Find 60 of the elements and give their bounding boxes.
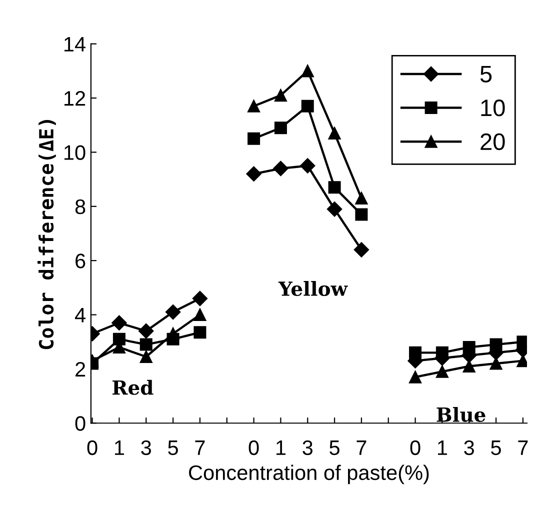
point	[462, 341, 476, 354]
x-tick-label: 0	[410, 440, 420, 456]
x-tick-label: 3	[302, 440, 312, 456]
point	[300, 158, 316, 174]
point	[192, 290, 208, 306]
x-tick-label: 7	[195, 440, 205, 455]
point	[490, 338, 502, 351]
x-tick-label: 5	[168, 440, 178, 456]
point	[112, 315, 127, 330]
x-tick-label: 1	[276, 440, 286, 455]
y-tick-label: 0	[75, 416, 86, 431]
y-tick-label: 10	[64, 145, 86, 160]
point	[301, 64, 314, 78]
x-tick-label: 0	[248, 440, 259, 456]
legend-label: 10	[481, 100, 505, 116]
point	[355, 192, 368, 205]
point	[140, 338, 152, 351]
point	[194, 326, 206, 339]
annotation: Blue	[436, 406, 486, 422]
point	[274, 122, 287, 134]
x-axis-title: Concentration of paste(%)	[189, 464, 429, 484]
point	[165, 304, 181, 320]
x-tick-label: 7	[518, 440, 528, 455]
point	[326, 202, 342, 217]
x-tick-label: 1	[438, 440, 447, 455]
point	[138, 323, 154, 339]
point	[354, 242, 370, 258]
y-tick-label: 12	[64, 91, 86, 106]
x-tick-label: 1	[115, 440, 124, 455]
x-tick-label: 3	[141, 440, 152, 456]
point	[194, 308, 206, 322]
point	[409, 346, 422, 359]
x-tick-label: 5	[491, 440, 501, 456]
x-tick-label: 0	[87, 440, 98, 456]
point	[436, 365, 448, 378]
point	[246, 166, 262, 182]
point	[328, 181, 341, 194]
y-tick-label: 4	[74, 308, 86, 322]
point	[301, 100, 314, 112]
point	[140, 350, 152, 363]
point	[273, 160, 288, 176]
point	[409, 370, 422, 384]
legend-label: 5	[480, 66, 492, 82]
y-tick-label: 14	[64, 37, 86, 52]
point	[274, 89, 287, 102]
y-axis-title: Color difference(ΔE)	[38, 120, 56, 350]
x-tick-label: 7	[356, 440, 366, 455]
x-tick-label: 5	[330, 440, 340, 456]
x-tick-label: 3	[464, 440, 474, 456]
y-tick-label: 6	[76, 254, 86, 268]
y-tick-label: 2	[76, 362, 86, 376]
point	[248, 100, 260, 112]
point	[355, 208, 368, 221]
annotation: Red	[112, 380, 154, 395]
y-tick-label: 8	[75, 199, 86, 214]
annotation: Yellow	[278, 280, 348, 296]
point	[248, 132, 260, 145]
point	[328, 127, 341, 140]
legend-label: 20	[480, 133, 505, 150]
point	[112, 332, 126, 346]
